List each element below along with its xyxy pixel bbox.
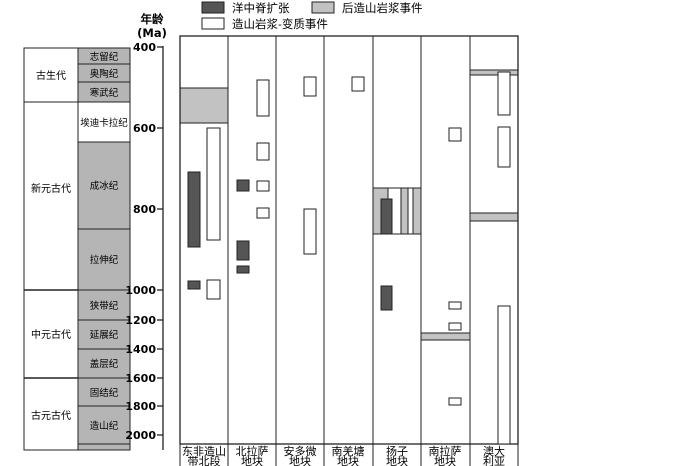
period-label-ectasian: 延展纪 xyxy=(90,329,119,341)
orogenic-bar xyxy=(206,279,221,300)
ridge-spreading-bar xyxy=(236,240,250,261)
age-axis-ticks: 400 600 800 1000 1200 1400 1600 1800 200… xyxy=(125,41,156,442)
ridge-spreading-bar xyxy=(236,179,250,192)
column-label-east-african: 东非造山 xyxy=(182,444,226,458)
orogenic-bar xyxy=(206,127,221,241)
period-label-stenian: 狭带纪 xyxy=(90,300,119,312)
legend: 洋中脊扩张 后造山岩浆事件 造山岩浆-变质事件 xyxy=(201,1,423,31)
legend-label-white: 造山岩浆-变质事件 xyxy=(232,17,328,31)
orogenic-bar xyxy=(448,322,462,331)
post-orogenic-band xyxy=(420,332,471,341)
tick-label: 600 xyxy=(133,122,156,135)
orogenic-bar xyxy=(448,397,462,406)
post-orogenic-band xyxy=(469,212,519,222)
era-label-paleoproterozoic: 古元古代 xyxy=(31,409,71,422)
column-label-east-african: 带北段 xyxy=(188,454,221,466)
age-axis-title-cn: 年龄 xyxy=(141,12,164,26)
column-label-yangtze: 扬子 xyxy=(386,444,408,458)
orogenic-bar xyxy=(497,71,511,116)
orogenic-bar xyxy=(351,76,365,92)
column-label-amdo: 安多微 xyxy=(284,444,317,458)
period-label-orosirian: 造山纪 xyxy=(90,420,119,432)
column-labels: 东非造山 带北段 北拉萨 地块 安多微 地块 南羌塘 地块 扬子 地块 南拉萨 … xyxy=(182,444,505,466)
orogenic-bar xyxy=(256,180,270,192)
legend-swatch-white xyxy=(201,17,225,30)
ridge-spreading-bar xyxy=(380,285,393,311)
period-rhyacian-cell xyxy=(77,443,131,451)
period-calymmian-cell xyxy=(77,348,131,379)
orogenic-bar xyxy=(256,142,270,161)
orogenic-bar xyxy=(497,305,511,445)
period-label-cambrian: 寒武纪 xyxy=(90,87,119,99)
period-label-statherian: 固结纪 xyxy=(90,387,119,399)
period-label-silurian: 志留纪 xyxy=(90,51,119,63)
orogenic-bar xyxy=(448,127,462,142)
orogenic-bar xyxy=(303,76,317,97)
age-axis xyxy=(157,46,164,450)
post-orogenic-band xyxy=(469,69,519,76)
period-label-cryogenian: 成冰纪 xyxy=(90,180,119,192)
legend-label-dark: 洋中脊扩张 xyxy=(232,1,290,15)
legend-label-light: 后造山岩浆事件 xyxy=(342,1,423,15)
legend-swatch-dark xyxy=(201,1,225,14)
era-label-paleozoic: 古生代 xyxy=(36,69,66,82)
orogenic-bar xyxy=(407,187,414,235)
period-labels: 志留纪 奥陶纪 寒武纪 埃迪卡拉纪 成冰纪 拉伸纪 狭带纪 延展纪 盖层纪 固结… xyxy=(80,51,128,432)
column-label-australia: 利亚 xyxy=(483,455,505,466)
tick-label: 400 xyxy=(133,41,156,54)
column-label-yangtze: 地块 xyxy=(386,455,408,466)
orogenic-bar xyxy=(256,79,270,117)
ridge-spreading-bar xyxy=(236,265,250,274)
post-orogenic-band xyxy=(179,87,229,124)
tick-label: 1200 xyxy=(125,314,156,327)
era-label-mesoproterozoic: 中元古代 xyxy=(31,328,71,341)
column-label-north-lhasa: 地块 xyxy=(241,455,263,466)
period-cells xyxy=(77,47,131,451)
era-labels: 古生代 新元古代 中元古代 古元古代 xyxy=(31,69,71,422)
tick-label: 1800 xyxy=(125,400,156,413)
tick-label: 2000 xyxy=(125,429,156,442)
period-ediacaran-cell xyxy=(77,101,131,143)
event-chart xyxy=(179,35,519,466)
orogenic-bar xyxy=(497,126,511,168)
period-ectasian-cell xyxy=(77,319,131,350)
tick-label: 800 xyxy=(133,203,156,216)
period-stenian-cell xyxy=(77,289,131,321)
ridge-spreading-bar xyxy=(187,280,201,290)
period-tonian-cell xyxy=(77,228,131,291)
era-label-neoproterozoic: 新元古代 xyxy=(31,182,71,195)
tick-label: 1000 xyxy=(125,284,156,297)
period-label-ordovician: 奥陶纪 xyxy=(90,68,119,80)
orogenic-bar xyxy=(303,208,317,255)
age-axis-title-unit: (Ma) xyxy=(137,26,167,40)
orogenic-bar xyxy=(256,207,270,219)
ridge-spreading-bar xyxy=(187,171,201,248)
column-label-south-qiangtang: 南羌塘 xyxy=(332,444,365,458)
period-label-tonian: 拉伸纪 xyxy=(90,254,119,266)
column-label-amdo: 地块 xyxy=(289,455,311,466)
column-label-south-lhasa: 地块 xyxy=(434,455,456,466)
age-axis-title: 年龄 (Ma) xyxy=(137,12,167,40)
column-label-north-lhasa: 北拉萨 xyxy=(236,444,269,458)
ridge-spreading-bar xyxy=(380,198,393,235)
column-label-south-lhasa: 南拉萨 xyxy=(429,444,462,458)
column-label-australia: 澳大 xyxy=(483,444,505,458)
column-label-south-qiangtang: 地块 xyxy=(337,455,359,466)
orogenic-bar xyxy=(448,301,462,310)
legend-swatch-light xyxy=(311,1,335,14)
period-label-ediacaran: 埃迪卡拉纪 xyxy=(80,117,128,129)
period-label-calymmian: 盖层纪 xyxy=(90,358,119,370)
tick-label: 1600 xyxy=(125,372,156,385)
tick-label: 1400 xyxy=(125,343,156,356)
period-orosirian-cell xyxy=(77,405,131,445)
